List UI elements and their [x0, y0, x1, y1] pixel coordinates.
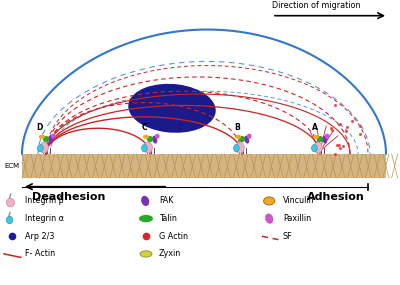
- Ellipse shape: [152, 136, 157, 144]
- Ellipse shape: [234, 144, 239, 152]
- Text: Adhesion: Adhesion: [307, 192, 365, 201]
- Ellipse shape: [265, 213, 273, 224]
- Ellipse shape: [139, 215, 153, 222]
- Text: A: A: [312, 123, 318, 132]
- Text: FAK: FAK: [159, 196, 173, 205]
- Ellipse shape: [236, 142, 244, 153]
- Ellipse shape: [147, 136, 153, 142]
- Text: B: B: [234, 123, 240, 132]
- Ellipse shape: [38, 144, 43, 152]
- Ellipse shape: [39, 135, 45, 139]
- Ellipse shape: [155, 134, 160, 139]
- Ellipse shape: [140, 251, 152, 257]
- Text: Talin: Talin: [159, 214, 177, 223]
- Text: SF: SF: [283, 232, 292, 241]
- Text: Integrin β: Integrin β: [25, 196, 64, 205]
- Ellipse shape: [235, 135, 241, 139]
- Ellipse shape: [144, 142, 152, 153]
- Text: Paxillin: Paxillin: [283, 214, 311, 223]
- Ellipse shape: [128, 84, 216, 133]
- Ellipse shape: [40, 142, 48, 153]
- Text: D: D: [36, 123, 42, 132]
- Ellipse shape: [51, 134, 56, 139]
- Text: C: C: [142, 123, 148, 132]
- Ellipse shape: [239, 136, 245, 142]
- Ellipse shape: [313, 135, 319, 139]
- Ellipse shape: [6, 216, 13, 224]
- Text: G Actin: G Actin: [159, 232, 188, 241]
- Ellipse shape: [247, 134, 252, 139]
- Text: Deadhesion: Deadhesion: [32, 192, 105, 201]
- Ellipse shape: [322, 136, 327, 144]
- Ellipse shape: [317, 136, 323, 142]
- Text: Zyxin: Zyxin: [159, 249, 181, 258]
- Bar: [22, 154, 386, 178]
- Ellipse shape: [264, 197, 275, 205]
- Text: Arp 2/3: Arp 2/3: [25, 232, 54, 241]
- Text: Vinculin: Vinculin: [283, 196, 314, 205]
- Text: Integrin α: Integrin α: [25, 214, 64, 223]
- Ellipse shape: [141, 196, 149, 206]
- Text: ECM: ECM: [4, 163, 19, 169]
- Ellipse shape: [48, 136, 53, 144]
- Ellipse shape: [6, 198, 14, 207]
- Ellipse shape: [312, 144, 317, 152]
- Ellipse shape: [325, 134, 330, 139]
- Ellipse shape: [142, 144, 147, 152]
- Ellipse shape: [314, 142, 322, 153]
- Text: F- Actin: F- Actin: [25, 249, 55, 258]
- Ellipse shape: [43, 136, 49, 142]
- Ellipse shape: [244, 136, 249, 144]
- Ellipse shape: [143, 135, 149, 139]
- Text: Direction of migration: Direction of migration: [272, 1, 360, 10]
